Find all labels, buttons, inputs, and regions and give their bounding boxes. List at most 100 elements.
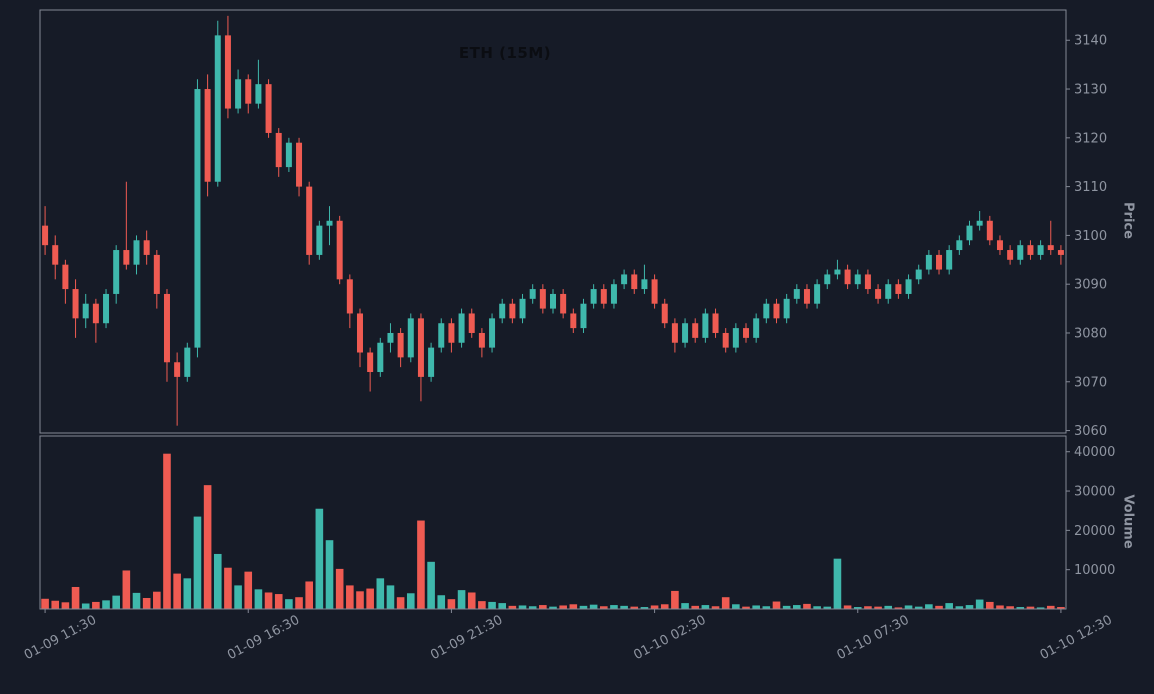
- volume-bar: [244, 571, 253, 609]
- candle-body: [194, 89, 201, 348]
- candle-body: [763, 303, 770, 319]
- volume-bar: [803, 603, 811, 609]
- candle-body: [448, 323, 455, 343]
- candle-body: [428, 347, 435, 377]
- candle-body: [814, 284, 821, 304]
- volume-bar: [386, 585, 395, 609]
- volume-bar: [813, 606, 821, 609]
- price-tick-label: 3080: [1074, 326, 1107, 341]
- price-tick-label: 3110: [1074, 180, 1107, 195]
- volume-bar: [782, 605, 791, 609]
- candle-body: [773, 303, 780, 319]
- volume-bar: [610, 605, 618, 609]
- candle-body: [387, 332, 394, 343]
- volume-bar: [742, 606, 750, 609]
- volume-bar: [92, 601, 100, 609]
- candle-body: [42, 225, 49, 246]
- volume-bar: [691, 605, 700, 609]
- candle-body: [153, 254, 160, 294]
- candle-body: [468, 313, 475, 333]
- candle-body: [824, 274, 831, 285]
- volume-bar: [467, 592, 476, 609]
- candle-body: [753, 318, 760, 338]
- volume-bar: [1026, 606, 1035, 609]
- volume-bar: [447, 599, 456, 609]
- candle-body: [235, 79, 242, 109]
- candle-body: [285, 142, 292, 168]
- volume-bar: [234, 585, 242, 609]
- candle-body: [103, 293, 110, 324]
- price-tick-label: 3120: [1074, 131, 1107, 146]
- volume-bar: [406, 593, 415, 609]
- volume-bar: [193, 516, 202, 609]
- volume-bar: [132, 592, 141, 609]
- candle-body: [621, 274, 628, 285]
- volume-bar: [518, 605, 527, 609]
- volume-bar: [315, 508, 324, 609]
- candle-body: [560, 293, 567, 314]
- candle-body: [1027, 245, 1034, 255]
- volume-bar: [346, 585, 354, 609]
- candle-body: [986, 220, 993, 241]
- volume-bar: [254, 589, 263, 609]
- candle-body: [499, 303, 506, 319]
- volume-bar: [325, 540, 334, 609]
- volume-bar: [650, 605, 659, 609]
- candle-body: [255, 84, 262, 104]
- candle-body: [783, 298, 790, 319]
- volume-bar: [975, 599, 984, 609]
- candle-body: [52, 245, 59, 265]
- candle-body: [925, 254, 932, 270]
- candle-body: [367, 352, 374, 373]
- candle-body: [397, 332, 404, 358]
- candle-body: [550, 293, 556, 309]
- volume-bar: [793, 605, 801, 609]
- candle-body: [214, 35, 221, 182]
- candle-body: [265, 84, 272, 133]
- volume-bar: [671, 590, 679, 609]
- price-tick-label: 3130: [1074, 83, 1107, 98]
- volume-tick-label: 40000: [1074, 445, 1115, 460]
- volume-bar: [894, 607, 903, 609]
- candle-body: [174, 362, 181, 377]
- candle-body: [417, 318, 424, 377]
- candle-body: [296, 142, 303, 187]
- candle-body: [682, 323, 689, 343]
- candle-body: [245, 79, 252, 104]
- candle-body: [702, 313, 709, 338]
- candle-body: [529, 289, 536, 299]
- volume-bar: [955, 606, 964, 609]
- volume-bar: [1016, 607, 1025, 609]
- volume-bar: [305, 581, 313, 609]
- candle-body: [651, 279, 658, 304]
- volume-bar: [762, 606, 771, 609]
- candle-body: [631, 274, 638, 290]
- price-tick-label: 3070: [1074, 375, 1107, 390]
- volume-bar: [224, 567, 232, 609]
- volume-bar: [925, 604, 933, 609]
- volume-bar: [335, 568, 344, 609]
- volume-bar: [549, 606, 557, 609]
- candle-body: [1017, 245, 1024, 260]
- volume-bar: [437, 595, 446, 609]
- candle-body: [692, 323, 699, 338]
- candle-body: [1037, 245, 1044, 255]
- candle-body: [732, 328, 739, 348]
- volume-bar: [528, 606, 537, 609]
- candle-body: [113, 250, 120, 294]
- volume-bar: [508, 605, 517, 609]
- volume-bar: [539, 605, 547, 609]
- candle-body: [92, 303, 99, 324]
- volume-bar: [1057, 607, 1065, 609]
- candle-body: [224, 35, 231, 109]
- volume-bar: [81, 603, 90, 609]
- candle-body: [184, 347, 191, 377]
- volume-bar: [843, 605, 852, 609]
- candle-body: [377, 342, 384, 373]
- candle-body: [976, 220, 983, 226]
- volume-bar: [173, 573, 181, 609]
- volume-bar: [61, 602, 70, 609]
- candle-body: [509, 303, 516, 319]
- candle-body: [580, 303, 587, 329]
